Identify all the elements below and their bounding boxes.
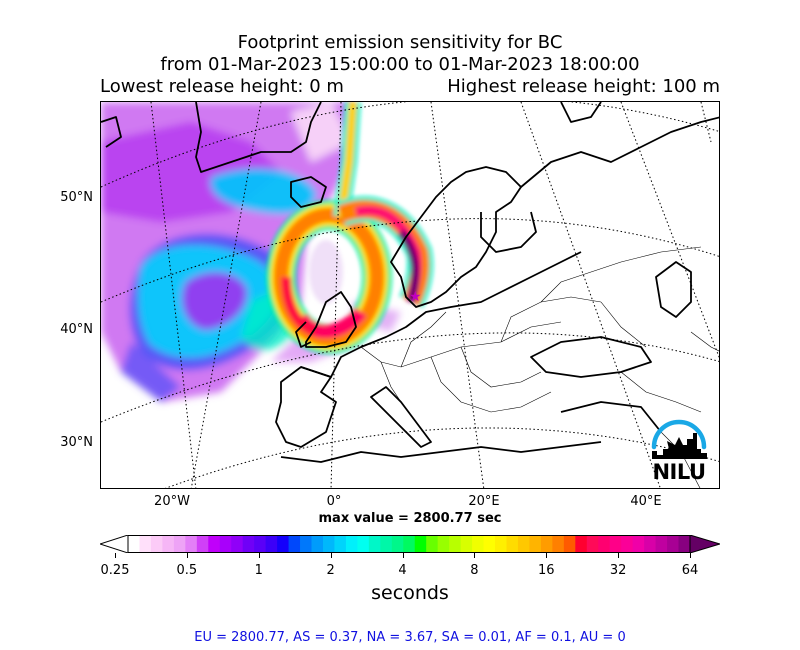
colorbar-tick-label: 64 [681,563,699,578]
colorbar-tick-label: 2 [326,563,335,578]
colorbar-tick-label: 1 [254,563,263,578]
release-heights: Lowest release height: 0 m Highest relea… [100,76,720,98]
lon-label-20e: 20°E [468,494,500,509]
lon-label-0: 0° [326,494,342,509]
nilu-arc-icon [651,419,707,459]
nilu-logo: NILU [649,415,709,483]
colorbar-tick-label: 0.5 [176,563,198,578]
colorbar-tick [258,553,260,558]
map-canvas: ★ [101,102,719,488]
lat-label-30n: 30°N [60,435,93,450]
colorbar-unit-label: seconds [371,582,449,604]
colorbar-over-triangle [689,535,720,553]
sensitivity-field [101,102,401,402]
colorbar-tick [186,553,188,558]
release-site-star-icon: ★ [409,289,422,305]
colorbar [100,535,720,553]
high-sensitivity-plume [266,102,434,354]
highest-release-height: Highest release height: 100 m [447,76,720,97]
colorbar-tick [402,553,404,558]
footprint-map: ★ NILU [100,101,720,489]
colorbar-tick [618,553,620,558]
colorbar-tick [474,553,476,558]
colorbar-tick [690,553,691,558]
max-value-label: max value = 2800.77 sec [318,511,502,526]
colorbar-tick [330,553,332,558]
colorbar-tick-label: 0.25 [100,563,130,578]
lat-label-50n: 50°N [60,190,93,205]
colorbar-under-triangle [100,535,129,553]
colorbar-tick-label: 32 [609,563,627,578]
lowest-release-height: Lowest release height: 0 m [100,76,344,97]
lon-label-20w: 20°W [154,494,190,509]
lat-label-40n: 40°N [60,322,93,337]
coastlines [101,102,719,463]
plot-title: Footprint emission sensitivity for BC [237,32,563,53]
colorbar-tick [546,553,548,558]
colorbar-tick-label: 16 [537,563,555,578]
colorbar-tick-label: 8 [470,563,479,578]
regional-totals: EU = 2800.77, AS = 0.37, NA = 3.67, SA =… [194,630,626,645]
plot-time-range: from 01-Mar-2023 15:00:00 to 01-Mar-2023… [160,54,640,75]
lon-label-40e: 40°E [630,494,662,509]
colorbar-tick-label: 4 [398,563,407,578]
colorbar-tick [115,553,116,558]
nilu-logo-text: NILU [652,460,706,484]
